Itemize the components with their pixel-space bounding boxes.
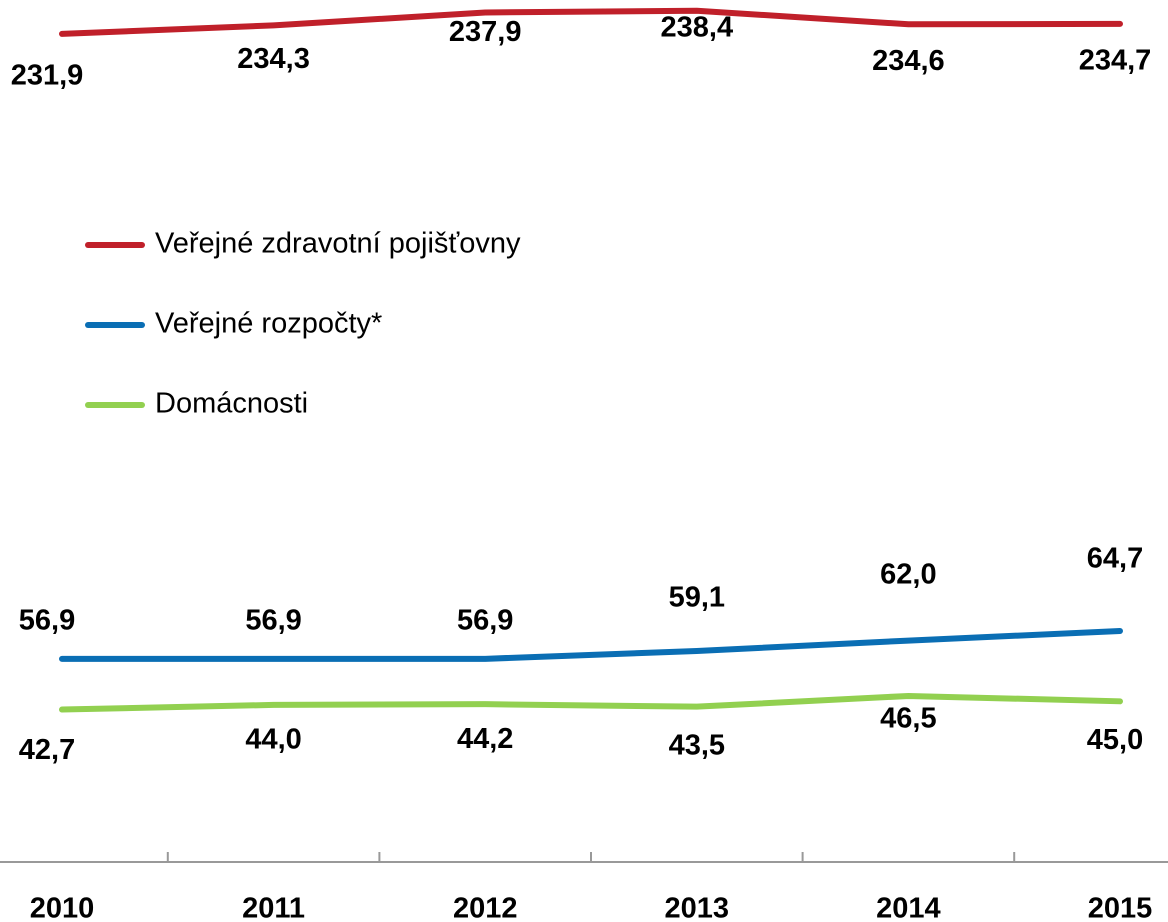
series-line <box>59 7 1123 37</box>
data-label: 43,5 <box>669 729 725 761</box>
data-label: 238,4 <box>661 11 734 43</box>
data-label: 234,7 <box>1079 45 1152 77</box>
x-tick-label: 2011 <box>242 893 305 922</box>
x-tick-label: 2015 <box>1088 893 1153 922</box>
x-tick-label: 2013 <box>665 893 730 922</box>
data-label: 234,6 <box>872 45 945 77</box>
data-label: 62,0 <box>880 558 936 590</box>
data-label: 234,3 <box>237 43 310 75</box>
data-label: 231,9 <box>11 60 84 92</box>
data-label: 56,9 <box>245 604 301 636</box>
series-line <box>59 627 1123 662</box>
data-label: 59,1 <box>669 582 725 614</box>
data-label: 237,9 <box>449 16 522 48</box>
data-label: 44,2 <box>457 723 513 755</box>
x-tick-label: 2012 <box>453 893 518 922</box>
data-label: 56,9 <box>19 604 75 636</box>
data-label: 45,0 <box>1087 724 1143 756</box>
data-label: 56,9 <box>457 604 513 636</box>
legend-label: Domácnosti <box>155 388 308 420</box>
x-tick-label: 2010 <box>30 893 95 922</box>
data-label: 64,7 <box>1087 543 1143 575</box>
legend-label: Veřejné rozpočty* <box>155 308 382 340</box>
series-line <box>59 692 1123 713</box>
data-label: 46,5 <box>880 703 936 735</box>
data-label: 44,0 <box>245 724 301 756</box>
x-tick-label: 2014 <box>876 893 941 922</box>
data-label: 42,7 <box>19 734 75 766</box>
legend-label: Veřejné zdravotní pojišťovny <box>155 228 521 260</box>
